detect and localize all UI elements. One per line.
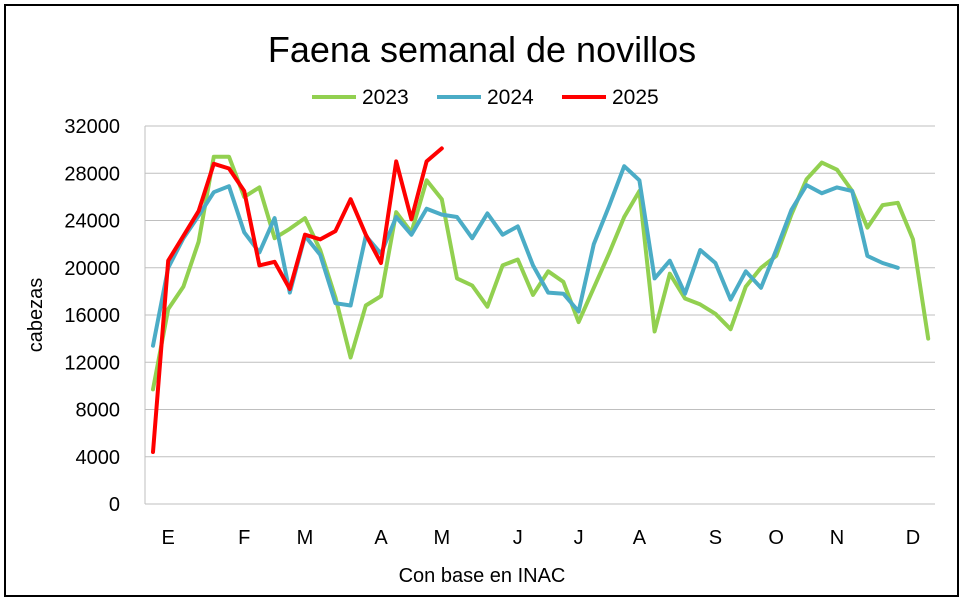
y-tick-label: 16000: [64, 305, 120, 327]
x-tick-label: D: [906, 527, 920, 549]
legend-item-2025: 2025: [562, 86, 659, 109]
series-line-2024: [151, 164, 900, 348]
legend-item-2023: 2023: [312, 86, 409, 109]
x-tick-label: S: [709, 527, 722, 549]
x-tick-label: N: [830, 527, 844, 549]
chart-title: Faena semanal de novillos: [268, 29, 696, 70]
legend-label: 2023: [362, 86, 409, 109]
x-tick-label: J: [513, 527, 523, 549]
x-tick-label: A: [633, 527, 647, 549]
series-line-2023: [151, 154, 931, 392]
x-tick-label: J: [574, 527, 584, 549]
x-tick-label: M: [433, 527, 450, 549]
x-tick-label: O: [768, 527, 784, 549]
series-line-2025: [151, 146, 444, 454]
legend-label: 2025: [612, 86, 659, 109]
legend-label: 2024: [487, 86, 534, 109]
gridlines: [144, 125, 935, 505]
y-tick-label: 0: [109, 494, 120, 516]
x-tick-label: M: [297, 527, 314, 549]
x-tick-label: A: [374, 527, 388, 549]
y-tick-label: 32000: [64, 116, 120, 138]
x-axis-label: Con base en INAC: [399, 565, 566, 587]
x-tick-label: F: [238, 527, 250, 549]
y-tick-label: 4000: [76, 447, 121, 469]
legend-item-2024: 2024: [437, 86, 534, 109]
y-tick-label: 8000: [76, 400, 121, 422]
y-tick-label: 20000: [64, 258, 120, 280]
y-tick-label: 28000: [64, 163, 120, 185]
x-tick-label: E: [162, 527, 175, 549]
y-axis-ticks: 0 4000 8000 12000 16000 20000 24000 28000 32000: [64, 116, 120, 516]
legend: 2023 2024 2025: [312, 86, 659, 109]
y-tick-label: 12000: [64, 352, 120, 374]
series-lines: [151, 146, 931, 454]
y-axis-label: cabezas: [25, 278, 47, 353]
y-tick-label: 24000: [64, 211, 120, 233]
